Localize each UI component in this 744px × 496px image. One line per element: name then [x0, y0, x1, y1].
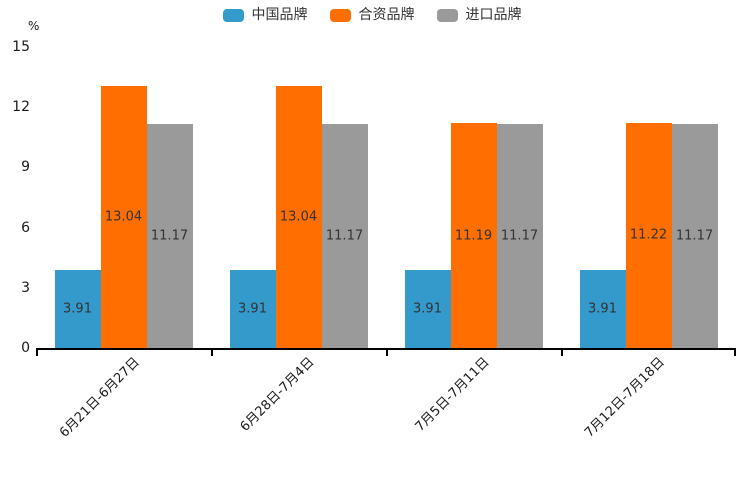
bar-series2-group0: 11.17	[146, 123, 193, 348]
x-tick-label-1: 6月28日-7月4日	[237, 354, 318, 435]
y-tick-label-0: 0	[21, 340, 30, 356]
bar-value-label: 11.17	[500, 228, 539, 244]
legend-swatch-icon-1	[329, 8, 351, 22]
bar-value-label: 11.22	[629, 227, 668, 243]
bar-series0-group1: 3.91	[229, 269, 276, 348]
bar-value-label: 13.04	[104, 209, 143, 225]
bar-series1-group3: 11.22	[625, 122, 672, 348]
bar-series1-group1: 13.04	[275, 86, 322, 348]
legend-label-1: 合资品牌	[358, 7, 415, 23]
bar-value-label: 3.91	[63, 301, 92, 317]
x-axis-tick	[734, 350, 736, 356]
legend-item-1[interactable]: 合资品牌	[329, 7, 415, 23]
bar-value-label: 11.17	[150, 228, 189, 244]
legend-item-0[interactable]: 中国品牌	[222, 7, 308, 23]
x-tick-label-2: 7月5日-7月11日	[412, 354, 493, 435]
bar-value-label: 11.19	[454, 228, 493, 244]
legend-label-0: 中国品牌	[251, 7, 308, 23]
bar-value-label: 13.04	[279, 209, 318, 225]
bar-value-label: 3.91	[588, 301, 617, 317]
plot-area: 3.91 13.04 11.17 3.91 13.04 11.17 3.91 11.19 11.…	[36, 47, 736, 356]
legend-swatch-icon-2	[436, 8, 458, 22]
bar-series0-group2: 3.91	[404, 269, 451, 348]
y-tick-label-3: 9	[21, 159, 30, 176]
legend-swatch-icon-0	[222, 8, 244, 22]
x-axis-tick	[36, 350, 38, 356]
bar-series1-group2: 11.19	[450, 123, 497, 348]
bar-value-label: 3.91	[238, 301, 267, 317]
bar-value-label: 11.17	[675, 228, 714, 244]
y-tick-label-4: 12	[12, 99, 30, 116]
bar-series1-group0: 13.04	[100, 86, 147, 348]
bar-series0-group3: 3.91	[579, 269, 626, 348]
legend: 中国品牌 合资品牌 进口品牌	[0, 7, 744, 23]
x-axis-tick	[211, 350, 213, 356]
y-tick-label-5: 15	[12, 39, 30, 55]
legend-item-2[interactable]: 进口品牌	[436, 7, 522, 23]
x-axis-labels: 6月21日-6月27日 6月28日-7月4日 7月5日-7月11日 7月12日-7月1…	[36, 350, 736, 470]
bar-series2-group2: 11.17	[496, 123, 543, 348]
y-axis-unit-label: %	[28, 19, 40, 33]
bar-value-label: 3.91	[413, 301, 442, 317]
y-tick-label-1: 3	[21, 279, 30, 296]
x-axis-tick	[386, 350, 388, 356]
bar-series2-group1: 11.17	[321, 123, 368, 348]
x-tick-label-0: 6月21日-6月27日	[57, 354, 143, 441]
bar-series2-group3: 11.17	[671, 123, 718, 348]
legend-label-2: 进口品牌	[465, 7, 522, 23]
bar-series0-group0: 3.91	[54, 269, 101, 348]
x-tick-label-3: 7月12日-7月18日	[582, 354, 668, 441]
y-tick-label-2: 6	[21, 219, 30, 236]
bar-value-label: 11.17	[325, 228, 364, 244]
x-axis-tick	[561, 350, 563, 356]
